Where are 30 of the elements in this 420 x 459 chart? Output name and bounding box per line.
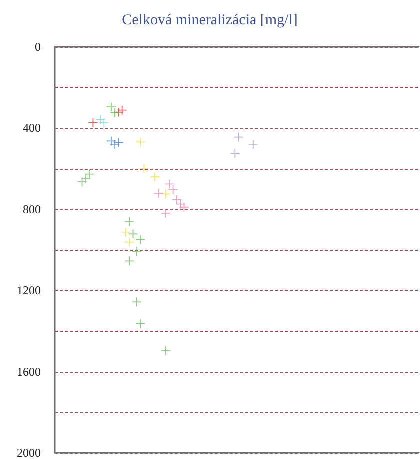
point: [132, 298, 142, 307]
point: [132, 247, 142, 256]
point: [110, 108, 120, 118]
point: [121, 228, 130, 237]
y-tick-label: 400: [23, 121, 41, 136]
y-tick-label: 1600: [17, 364, 41, 379]
y-tick-label: 800: [23, 202, 41, 216]
y-tick-label: 1200: [17, 284, 41, 298]
point: [106, 102, 116, 112]
point: [140, 164, 149, 173]
point: [110, 140, 120, 149]
point: [172, 195, 182, 204]
point: [162, 346, 171, 356]
point: [100, 118, 109, 128]
y-tick-label: 2000: [17, 446, 41, 459]
point: [125, 256, 134, 266]
point: [162, 208, 171, 218]
point: [118, 106, 127, 115]
point: [136, 235, 146, 244]
point: [248, 140, 258, 149]
point: [176, 200, 186, 209]
point: [162, 190, 171, 199]
point: [81, 174, 90, 184]
point: [234, 132, 244, 142]
chart-title: Celková mineralizácia [mg/l]: [122, 12, 298, 28]
y-tick-label: 0: [35, 40, 41, 54]
point: [136, 319, 146, 328]
point: [230, 149, 240, 158]
point: [150, 172, 160, 182]
point: [168, 185, 178, 194]
